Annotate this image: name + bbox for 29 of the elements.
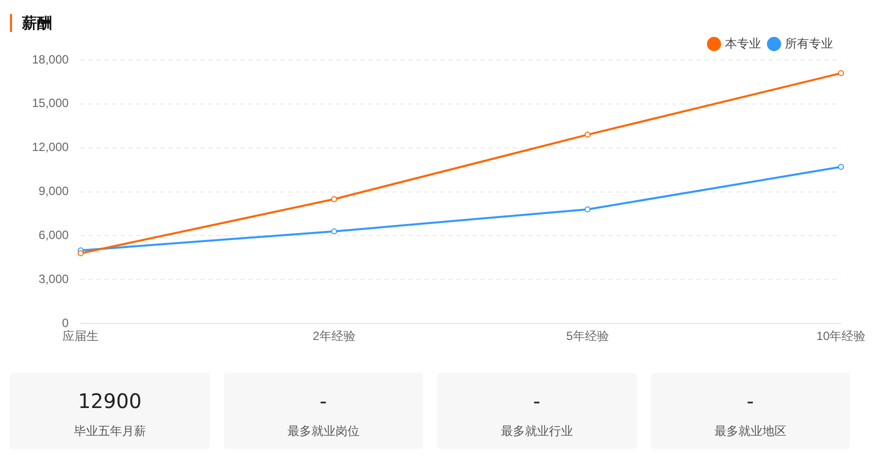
point [838,70,844,76]
point [838,164,844,170]
point [584,206,591,212]
text: 毕业五年月薪 [72,423,147,440]
text: 最多就业岗位 [286,423,360,440]
legend-label: 所有专业 [785,36,833,50]
point [78,250,84,256]
y-tick-label: 0 [62,316,70,330]
point [331,196,338,202]
y-tick-label: 9,000 [38,184,70,198]
legend-label: 本专业 [725,36,761,50]
text: - [318,389,328,413]
x-tick-label: 应届生 [62,329,99,344]
text: - [746,389,755,413]
chart-title: 薪酬 [10,14,52,32]
y-tick-label: 6,000 [38,228,70,242]
x-tick-label: 5年经验 [566,329,609,344]
y-tick-label: 3,000 [38,272,70,286]
y-tick-label: 15,000 [32,96,70,110]
point [331,228,338,234]
x-tick-label: 2年经验 [312,329,356,344]
y-tick-label: 12,000 [32,140,70,154]
text: 最多就业地区 [713,423,788,440]
text: - [532,389,542,413]
y-tick-label: 18,000 [32,52,70,66]
text: 最多就业行业 [500,423,574,440]
x-tick-label: 10年经验 [816,329,866,344]
point [584,132,591,138]
text: 12900 [76,389,143,413]
